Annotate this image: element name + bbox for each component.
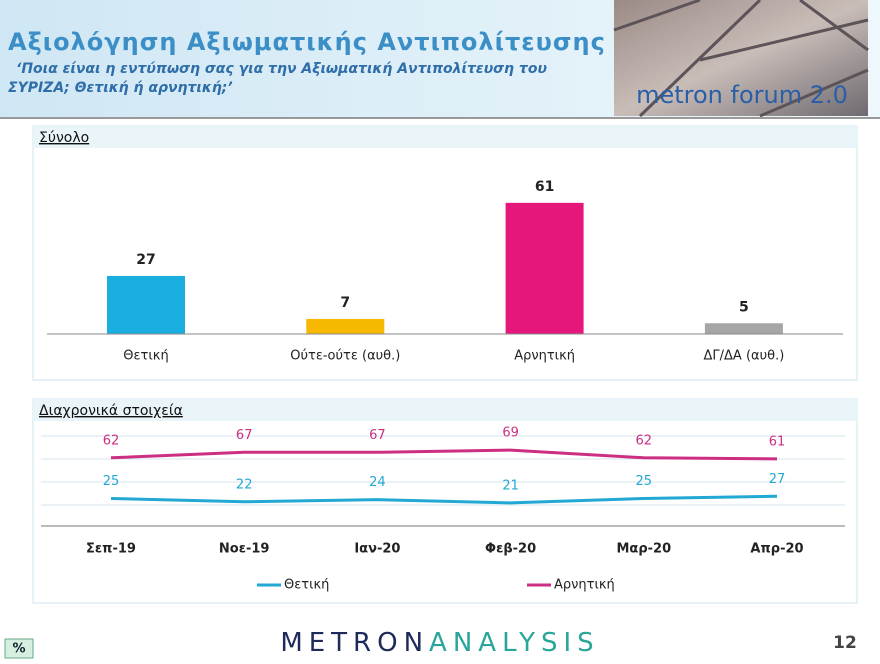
value-label: 24 — [369, 475, 386, 490]
unit-box — [4, 638, 34, 659]
series-line — [110, 448, 778, 461]
panel-title-bg — [33, 126, 857, 148]
image-decor — [613, 0, 869, 118]
page-number: 12 — [833, 633, 857, 653]
series-line — [110, 494, 778, 505]
x-tick-label: Μαρ-20 — [616, 542, 671, 557]
value-label: 62 — [103, 433, 120, 448]
x-tick-label: Φεβ-20 — [485, 542, 536, 557]
value-label: 21 — [502, 478, 519, 493]
value-label: 61 — [769, 434, 786, 449]
x-tick-label: Αρνητική — [514, 349, 575, 364]
brand: METRONANALYSIS — [280, 628, 599, 658]
value-label: 25 — [103, 474, 120, 489]
x-tick-label: Σεπ-19 — [86, 542, 136, 557]
value-label: 5 — [739, 299, 749, 315]
x-tick-label: Απρ-20 — [750, 542, 803, 557]
value-label: 25 — [636, 474, 653, 489]
subtitle: ‘Ποια είναι η εντύπωση σας για την Αξιωμ… — [16, 61, 547, 77]
panel — [32, 125, 858, 381]
x-tick-label: Ούτε-ούτε (αυθ.) — [290, 349, 400, 364]
panel-title-bg — [33, 399, 857, 421]
x-tick-label: ΔΓ/ΔΑ (αυθ.) — [704, 349, 785, 364]
bar — [505, 202, 584, 334]
guide-lines — [41, 435, 845, 506]
x-tick-label: Θετική — [123, 349, 168, 364]
value-label: 7 — [340, 295, 350, 311]
title: Αξιολόγηση Αξιωματικής Αντιπολίτευσης — [8, 28, 606, 56]
brand-part: ANALYSIS — [429, 628, 600, 658]
logo: metron forum 2.0 — [636, 81, 848, 109]
unit: % — [12, 642, 25, 657]
value-label: 27 — [769, 472, 786, 487]
panel-title: Διαχρονικά στοιχεία — [39, 403, 183, 419]
value-label: 62 — [636, 433, 653, 448]
x-tick-label: Νοε-19 — [219, 542, 270, 557]
bar — [704, 323, 783, 334]
x-tick-label: Ιαν-20 — [354, 542, 400, 557]
value-label: 61 — [535, 179, 554, 195]
panel-title: Σύνολο — [39, 130, 89, 146]
brand-part: METRON — [280, 628, 429, 658]
value-label: 22 — [236, 477, 253, 492]
value-label: 67 — [369, 428, 386, 443]
bar — [107, 275, 185, 334]
legend-label: Θετική — [284, 578, 329, 593]
subtitle: ΣΥΡΙΖΑ; Θετική ή αρνητική;’ — [8, 80, 233, 96]
value-label: 27 — [136, 252, 155, 268]
value-label: 69 — [502, 426, 519, 441]
value-label: 67 — [236, 428, 253, 443]
legend-label: Αρνητική — [554, 578, 615, 593]
bar — [306, 318, 385, 334]
